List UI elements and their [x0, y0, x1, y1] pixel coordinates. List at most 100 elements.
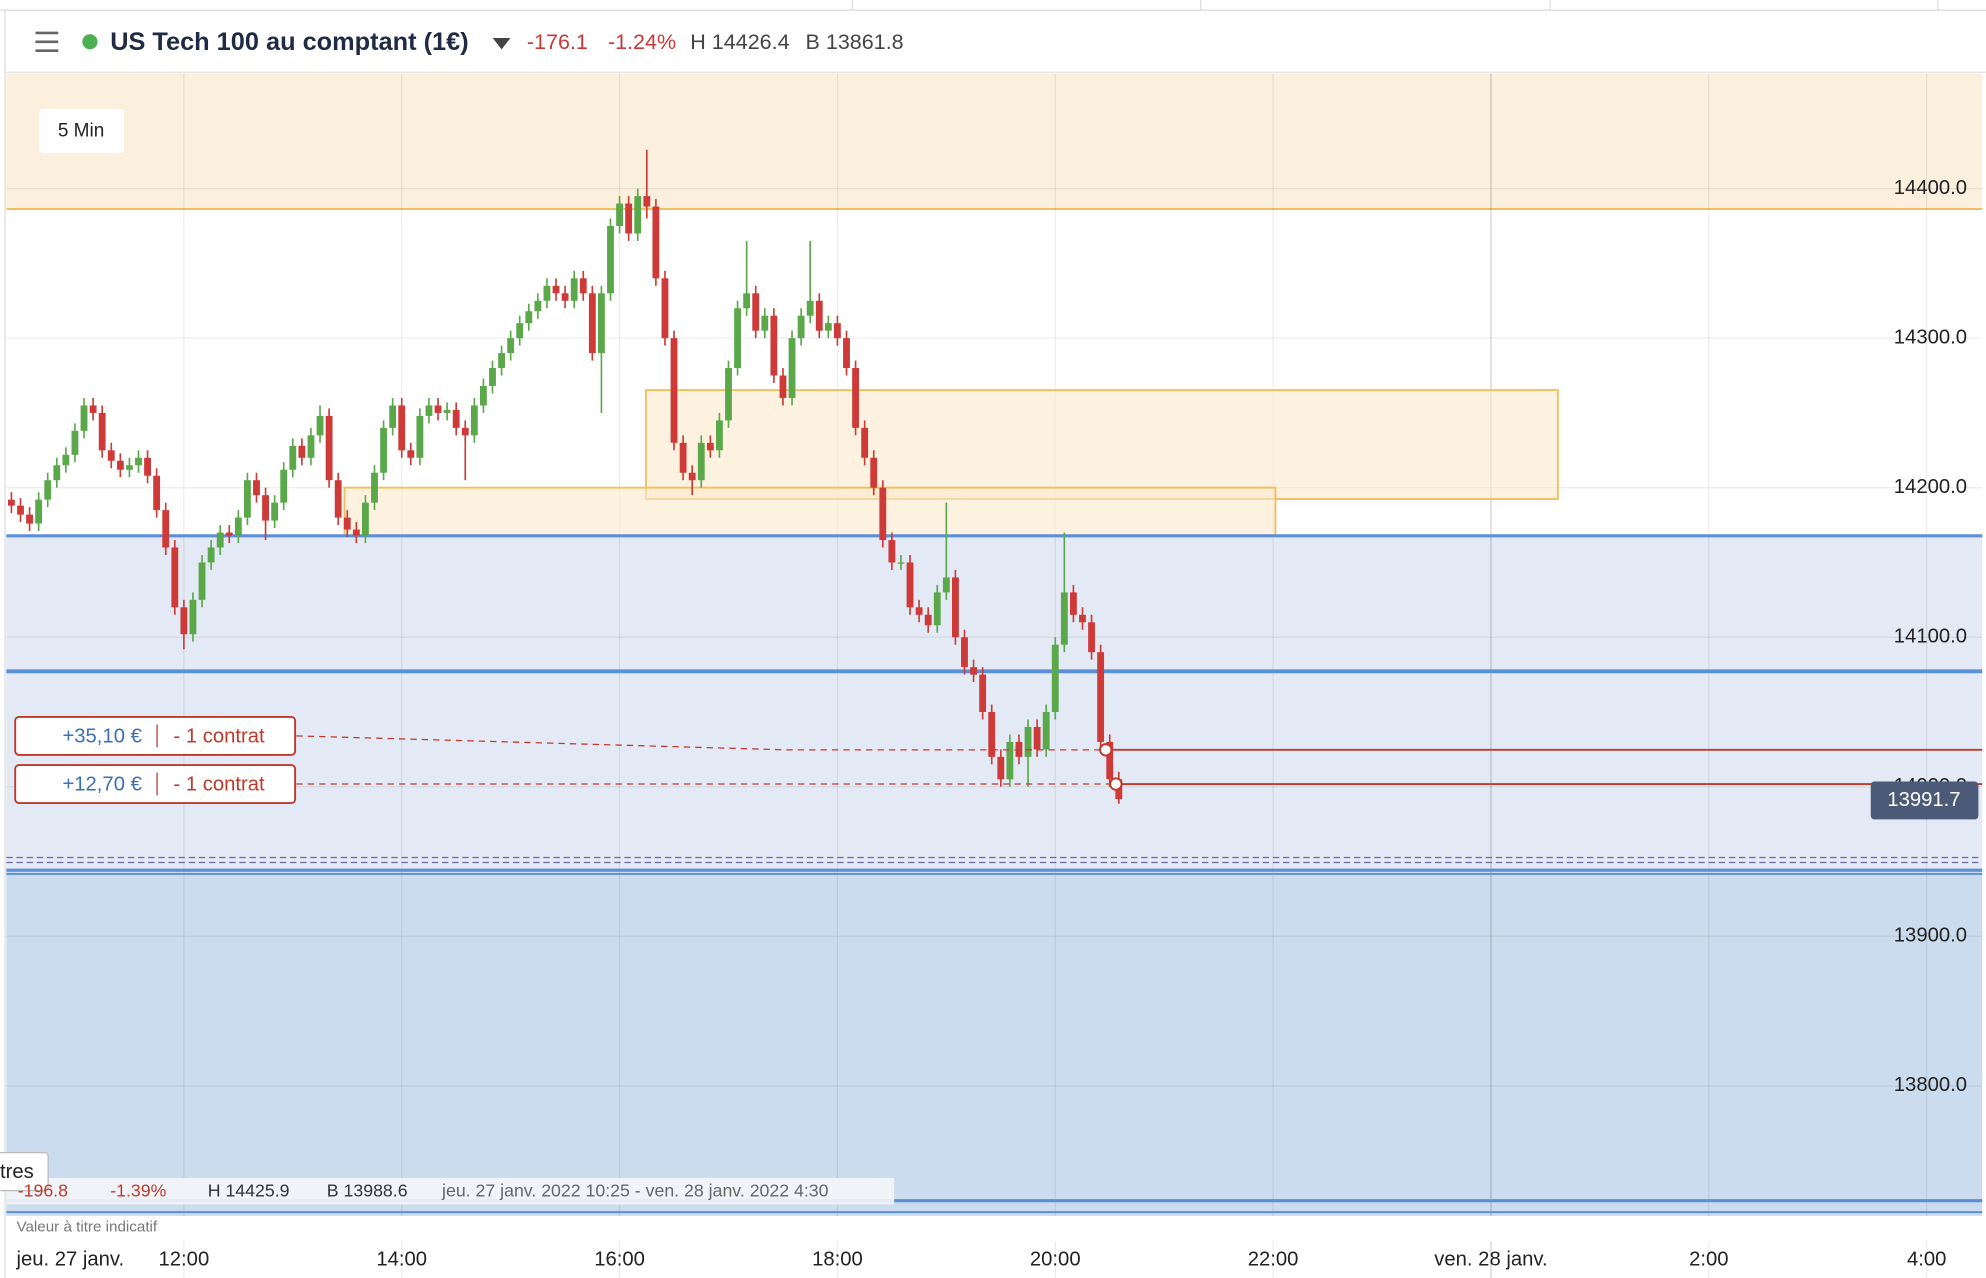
candle-body: [461, 427, 469, 436]
y-tick-label: 14400.0: [1894, 177, 1967, 199]
last-price-label: 13991.7: [1887, 789, 1960, 811]
position-box[interactable]: [14, 715, 297, 756]
candle-body: [26, 514, 33, 524]
instrument-title[interactable]: US Tech 100 au comptant (1€): [110, 28, 468, 56]
candle-body: [89, 405, 97, 413]
candle-body: [652, 206, 660, 279]
candle-body: [280, 469, 288, 503]
orange-box: [343, 486, 1277, 537]
header-change: -176.1: [527, 30, 588, 54]
position-box[interactable]: [14, 764, 297, 804]
candle-body: [80, 405, 88, 431]
x-tick-label: 4:00: [1907, 1249, 1946, 1271]
dropdown-arrow[interactable]: [492, 38, 511, 50]
x-tick-label: jeu. 27 janv.: [15, 1249, 124, 1271]
candle-body: [679, 442, 687, 473]
candle-body: [824, 323, 832, 331]
candle-body: [17, 505, 24, 515]
candle-body: [416, 415, 424, 458]
candle-body: [734, 308, 741, 369]
candle-body: [398, 405, 406, 451]
candle-body: [1033, 726, 1041, 750]
candle-body: [643, 196, 651, 207]
orange-box: [645, 389, 1559, 500]
candle-body: [262, 495, 269, 521]
candle-body: [253, 480, 260, 496]
info-bar: [6, 1177, 895, 1205]
candle-body: [607, 225, 614, 294]
candle-body: [661, 278, 669, 339]
candle-body: [942, 577, 950, 593]
candle-body: [797, 315, 805, 339]
position-size: - 1 contrat: [174, 774, 266, 796]
candle-body: [225, 532, 233, 536]
menu-icon[interactable]: [35, 31, 59, 52]
header-change-pct: -1.24%: [608, 30, 676, 54]
candle-body: [1079, 614, 1086, 623]
note-bar: [6, 1215, 1983, 1242]
x-tick-label: 12:00: [159, 1249, 210, 1271]
candle-body: [507, 338, 515, 354]
candle-body: [706, 442, 714, 451]
candle-body: [44, 480, 52, 500]
position-pnl: +12,70 €: [62, 774, 141, 796]
orange-zone: [6, 73, 1983, 209]
y-tick-label: 13800.0: [1894, 1074, 1967, 1096]
x-tick-label: ven. 28 janv.: [1434, 1249, 1547, 1271]
candle-body: [561, 293, 569, 301]
candle-body: [343, 517, 351, 530]
candle-body: [970, 667, 977, 675]
candle-body: [352, 529, 360, 536]
y-tick-label: 14300.0: [1894, 327, 1967, 349]
candle-body: [189, 599, 197, 635]
candle-body: [815, 300, 823, 331]
candle-body: [625, 203, 633, 234]
candle-body: [516, 323, 524, 339]
footer-high: H 14425.9: [208, 1181, 290, 1201]
x-tick-label: 20:00: [1030, 1249, 1081, 1271]
candle-body: [479, 386, 487, 406]
y-tick-label: 14200.0: [1894, 476, 1967, 498]
candle-body: [588, 293, 596, 354]
footer-change: -196.8: [18, 1181, 68, 1201]
position-handle[interactable]: [1099, 743, 1113, 757]
footer-low: B 13988.6: [327, 1181, 408, 1201]
candle-body: [125, 465, 133, 470]
interval-label: 5 Min: [58, 121, 104, 142]
candle-body: [1088, 622, 1095, 653]
candle-body: [743, 293, 751, 309]
candle-body: [144, 457, 151, 476]
interval-badge[interactable]: [39, 108, 125, 154]
candle-body: [1060, 592, 1068, 645]
candle-body: [107, 450, 115, 461]
candle-body: [389, 405, 397, 428]
candle-body: [933, 592, 941, 626]
candle-body: [1069, 592, 1077, 615]
candle-body: [552, 285, 560, 294]
candle-body: [407, 450, 415, 458]
candle-body: [153, 475, 161, 511]
candle-body: [98, 412, 106, 451]
footer-button[interactable]: [0, 1151, 49, 1192]
candle-body: [1051, 644, 1059, 712]
footer-note: Valeur à titre indicatif: [16, 1218, 157, 1235]
candle-body: [788, 338, 796, 398]
candle-body: [525, 311, 533, 324]
footer-change-pct: -1.39%: [110, 1181, 166, 1201]
blue-zone-deep: [6, 870, 1983, 1219]
status-dot: [82, 34, 98, 50]
candle-body: [534, 300, 542, 312]
last-price-tag: [1870, 781, 1979, 820]
candle-body: [53, 465, 61, 481]
candle-body: [361, 502, 369, 536]
candle-body: [307, 435, 315, 458]
candle-body: [806, 300, 814, 316]
candle-body: [35, 499, 43, 524]
candle-body: [334, 480, 342, 518]
candle-body: [979, 674, 987, 712]
blue-zone: [6, 535, 1983, 871]
position-handle[interactable]: [1109, 777, 1123, 791]
candle-body: [752, 293, 760, 331]
candle-body: [62, 454, 70, 466]
